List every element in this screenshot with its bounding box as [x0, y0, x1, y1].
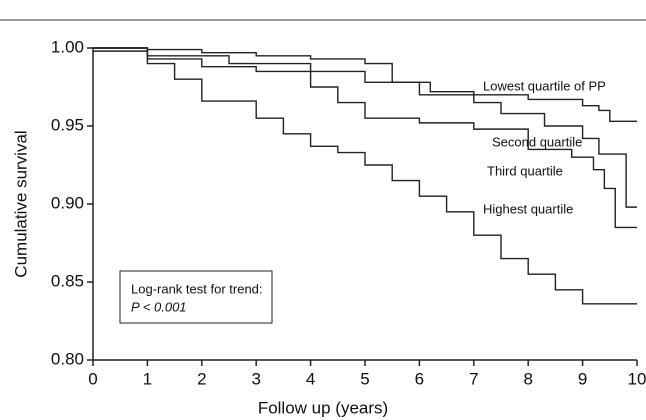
- x-tick-label: 6: [415, 369, 424, 388]
- series-label: Lowest quartile of PP: [483, 78, 606, 93]
- survival-curve: [93, 47, 637, 229]
- x-axis-label: Follow up (years): [258, 398, 388, 417]
- survival-curve: [93, 47, 637, 208]
- series-label: Second quartile: [492, 134, 582, 149]
- x-tick-label: 7: [469, 369, 478, 388]
- x-tick-label: 9: [578, 369, 587, 388]
- x-tick-label: 2: [197, 369, 206, 388]
- series-label: Third quartile: [487, 163, 563, 178]
- annotation: Log-rank test for trend:: [131, 281, 263, 296]
- x-tick-label: 5: [360, 369, 369, 388]
- x-tick-label: 4: [306, 369, 315, 388]
- y-tick-label: 0.85: [51, 271, 84, 290]
- annotation-box: [119, 270, 273, 324]
- y-tick-label: 0.80: [51, 349, 84, 368]
- y-tick-label: 0.90: [51, 193, 84, 212]
- x-tick-label: 1: [143, 369, 152, 388]
- annotation: P < 0.001: [131, 299, 187, 314]
- x-tick-label: 8: [523, 369, 532, 388]
- x-tick-label: 0: [88, 369, 97, 388]
- x-tick-label: 3: [251, 369, 260, 388]
- y-axis-label: Cumulative survival: [11, 130, 30, 277]
- y-tick-label: 0.95: [51, 115, 84, 134]
- series-label: Highest quartile: [483, 201, 573, 216]
- y-tick-label: 1.00: [51, 37, 84, 56]
- x-tick-label: 10: [628, 369, 646, 388]
- survival-curve: [93, 50, 637, 305]
